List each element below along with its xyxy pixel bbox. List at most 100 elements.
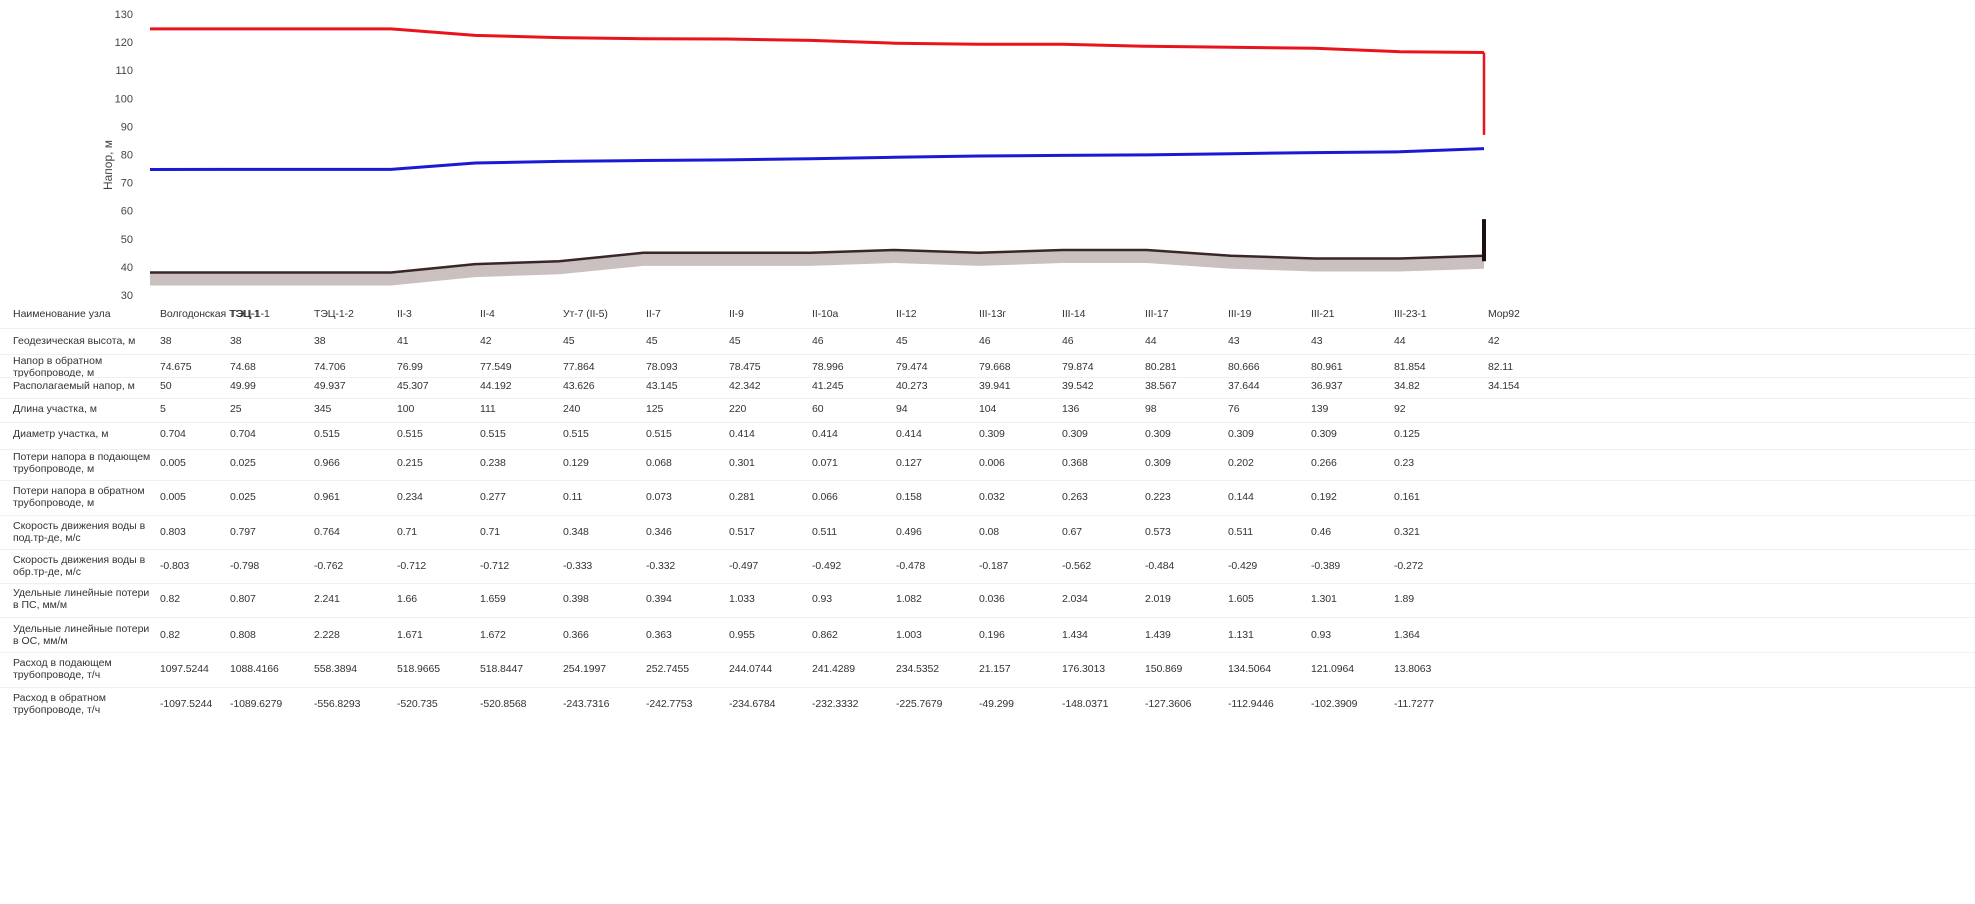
table-cell: -225.7679 xyxy=(896,698,943,710)
table-cell: 0.368 xyxy=(1062,457,1088,469)
row-label: Удельные линейные потери в ПС, мм/м xyxy=(13,587,150,611)
node-name-cell: III-14 xyxy=(1062,308,1086,320)
table-cell: 240 xyxy=(563,403,581,415)
table-cell: 34.154 xyxy=(1488,380,1520,392)
table-cell: 0.704 xyxy=(160,428,186,440)
table-cell: 0.192 xyxy=(1311,491,1337,503)
row-label: Потери напора в подающем трубопроводе, м xyxy=(13,451,151,475)
table-cell: 38.567 xyxy=(1145,380,1177,392)
node-name-cell: II-3 xyxy=(397,308,412,320)
table-cell: 0.127 xyxy=(896,457,922,469)
table-cell: 49.937 xyxy=(314,380,346,392)
table-cell: 60 xyxy=(812,403,824,415)
table-cell: 254.1997 xyxy=(563,663,606,675)
row-separator xyxy=(0,687,1975,688)
table-cell: 1088.4166 xyxy=(230,663,279,675)
table-cell: 74.706 xyxy=(314,361,346,373)
table-cell: 104 xyxy=(979,403,997,415)
table-cell: 79.474 xyxy=(896,361,928,373)
y-tick-label: 90 xyxy=(121,121,133,133)
table-cell: 1.89 xyxy=(1394,593,1415,605)
node-name-cell: III-21 xyxy=(1311,308,1335,320)
table-cell: 80.666 xyxy=(1228,361,1260,373)
table-cell: 78.475 xyxy=(729,361,761,373)
table-cell: -0.562 xyxy=(1062,560,1092,572)
table-cell: 42 xyxy=(1488,335,1500,347)
node-name-cell: III-19 xyxy=(1228,308,1252,320)
table-cell: 79.874 xyxy=(1062,361,1094,373)
table-cell: 43.145 xyxy=(646,380,678,392)
row-label: Наименование узла xyxy=(13,308,111,320)
supply-head-line xyxy=(150,27,1485,54)
table-cell: 100 xyxy=(397,403,415,415)
table-cell: 1.301 xyxy=(1311,593,1337,605)
node-name-cell: Волгодонская ТЭЦ-1 xyxy=(160,308,260,320)
table-cell: -0.187 xyxy=(979,560,1009,572)
table-cell: 38 xyxy=(230,335,242,347)
table-cell: 13.8063 xyxy=(1394,663,1432,675)
table-cell: 0.366 xyxy=(563,629,589,641)
table-cell: 0.234 xyxy=(397,491,423,503)
table-cell: 0.515 xyxy=(563,428,589,440)
table-cell: 94 xyxy=(896,403,908,415)
table-cell: 0.862 xyxy=(812,629,838,641)
table-cell: 21.157 xyxy=(979,663,1011,675)
table-cell: 0.036 xyxy=(979,593,1005,605)
row-separator xyxy=(0,652,1975,653)
table-cell: 1.439 xyxy=(1145,629,1171,641)
table-cell: 234.5352 xyxy=(896,663,939,675)
table-cell: -0.332 xyxy=(646,560,676,572)
node-name-cell: II-9 xyxy=(729,308,744,320)
table-cell: 46 xyxy=(812,335,824,347)
table-cell: 0.005 xyxy=(160,491,186,503)
table-cell: 74.68 xyxy=(230,361,256,373)
y-axis-label: Напор, м xyxy=(101,140,115,190)
table-cell: 44 xyxy=(1145,335,1157,347)
table-cell: 0.321 xyxy=(1394,526,1420,538)
table-cell: 0.414 xyxy=(729,428,755,440)
table-cell: 0.511 xyxy=(1228,526,1253,538)
row-label: Расход в подающем трубопроводе, т/ч xyxy=(13,657,112,681)
table-cell: 0.071 xyxy=(812,457,838,469)
table-cell: 81.854 xyxy=(1394,361,1426,373)
y-tick-label: 70 xyxy=(121,178,133,190)
row-separator xyxy=(0,422,1975,423)
table-cell: 1.605 xyxy=(1228,593,1254,605)
table-cell: 77.549 xyxy=(480,361,512,373)
table-cell: 0.496 xyxy=(896,526,922,538)
table-cell: 0.309 xyxy=(979,428,1005,440)
row-label: Расход в обратном трубопроводе, т/ч xyxy=(13,692,106,716)
table-cell: 0.808 xyxy=(230,629,256,641)
table-cell: -0.803 xyxy=(160,560,190,572)
table-cell: 0.129 xyxy=(563,457,589,469)
row-label: Диаметр участка, м xyxy=(13,428,109,440)
table-cell: 220 xyxy=(729,403,747,415)
table-cell: 0.363 xyxy=(646,629,672,641)
table-cell: 46 xyxy=(979,335,991,347)
table-cell: 244.0744 xyxy=(729,663,772,675)
table-cell: 0.515 xyxy=(646,428,672,440)
table-cell: 0.025 xyxy=(230,491,256,503)
table-cell: 45 xyxy=(563,335,575,347)
table-cell: 0.515 xyxy=(480,428,506,440)
table-cell: 0.161 xyxy=(1394,491,1420,503)
table-cell: 39.542 xyxy=(1062,380,1094,392)
table-cell: 2.034 xyxy=(1062,593,1088,605)
table-cell: 36.937 xyxy=(1311,380,1343,392)
table-cell: 139 xyxy=(1311,403,1329,415)
row-separator xyxy=(0,617,1975,618)
table-cell: 111 xyxy=(480,403,496,415)
table-cell: 0.807 xyxy=(230,593,256,605)
table-cell: 1.033 xyxy=(729,593,755,605)
table-cell: -127.3606 xyxy=(1145,698,1192,710)
table-cell: 0.309 xyxy=(1145,428,1171,440)
table-cell: 41.245 xyxy=(812,380,844,392)
y-tick-label: 120 xyxy=(115,37,133,49)
table-cell: -0.333 xyxy=(563,560,593,572)
table-cell: 5 xyxy=(160,403,166,415)
table-cell: 0.517 xyxy=(729,526,755,538)
table-cell: -0.712 xyxy=(480,560,510,572)
table-cell: 518.8447 xyxy=(480,663,523,675)
table-cell: 0.797 xyxy=(230,526,256,538)
